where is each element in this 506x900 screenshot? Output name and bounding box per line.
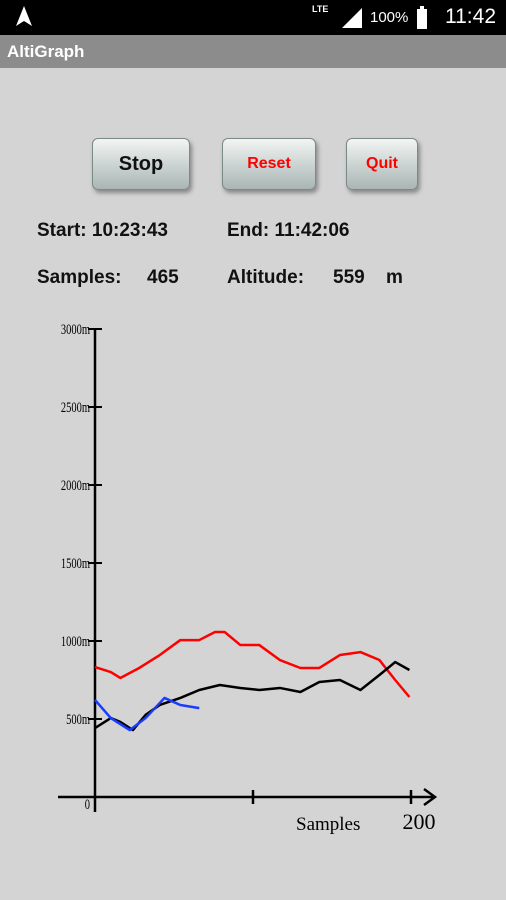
stop-button[interactable]: Stop bbox=[92, 138, 190, 190]
altitude-line bbox=[94, 696, 200, 732]
x-tick-label: 200 bbox=[403, 809, 436, 834]
app-title: AltiGraph bbox=[7, 42, 85, 61]
altitude-unit: m bbox=[386, 267, 403, 288]
y-tick-label: 2000m bbox=[61, 476, 90, 493]
end-time: End: 11:42:06 bbox=[227, 220, 350, 241]
reset-button[interactable]: Reset bbox=[222, 138, 316, 190]
x-axis-label: Samples bbox=[296, 814, 360, 835]
y-tick-label: 500m bbox=[66, 710, 90, 727]
y-tick-label: 0 bbox=[85, 795, 90, 812]
altitude-value: 559 bbox=[333, 267, 365, 288]
signal-icon bbox=[342, 8, 362, 28]
battery-icon bbox=[417, 6, 427, 29]
y-tick-label: 3000m bbox=[61, 320, 90, 337]
app-bar: AltiGraph bbox=[0, 35, 506, 68]
quit-button[interactable]: Quit bbox=[346, 138, 418, 190]
chart: Samples 0 500m 1000m 1500m 2000m 2500m 3000m 20… bbox=[58, 320, 438, 835]
network: LTE bbox=[312, 4, 329, 14]
altitude-line bbox=[94, 660, 411, 732]
samples-label: Samples: bbox=[37, 267, 122, 288]
altitude-line bbox=[94, 630, 411, 698]
y-tick-label: 1500m bbox=[61, 554, 90, 571]
start-time: Start: 10:23:43 bbox=[37, 220, 168, 241]
status-bar: LTE 100% 11:42 bbox=[0, 0, 506, 35]
nav-icon bbox=[16, 6, 32, 26]
clock: 11:42 bbox=[445, 5, 496, 28]
altitude-label: Altitude: bbox=[227, 267, 305, 288]
y-tick-label: 2500m bbox=[61, 398, 90, 415]
battery: 100% bbox=[370, 9, 409, 26]
samples-value: 465 bbox=[147, 267, 179, 288]
y-tick-label: 1000m bbox=[61, 632, 90, 649]
x-axis-arrow bbox=[423, 787, 438, 807]
